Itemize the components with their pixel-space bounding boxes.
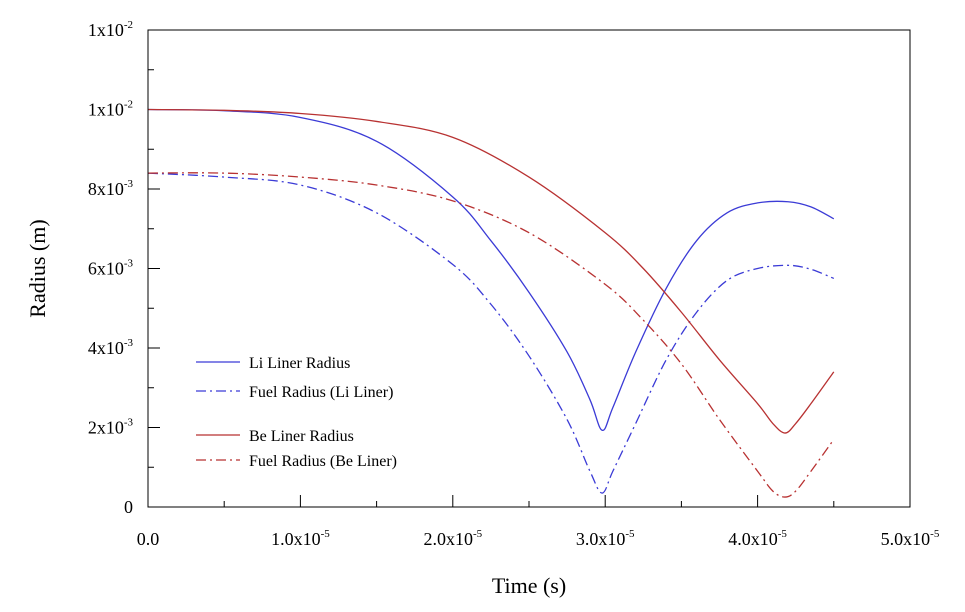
y-tick-label: 2x10-3 [88, 417, 134, 438]
series-line-3 [147, 108, 835, 434]
x-tick-label: 2.0x10-5 [423, 528, 482, 549]
y-tick-labels: 0 2x10-3 4x10-3 6x10-3 8x10-3 1x10-2 1x10-2 [88, 19, 134, 517]
x-tick-label: 5.0x10-5 [881, 528, 940, 549]
series-lines [147, 108, 835, 498]
y-tick-label: 1x10-2 [88, 99, 133, 120]
x-tick-labels: 0.0 1.0x10-5 2.0x10-5 3.0x10-5 4.0x10-5 5.0x1… [137, 528, 940, 549]
x-tick-label: 1.0x10-5 [271, 528, 330, 549]
plot-frame [147, 29, 911, 508]
legend: Li Liner Radius Fuel Radius (Li Liner) Be … [196, 355, 397, 470]
y-tick-label: 1x10-2 [88, 19, 133, 40]
y-tick-label: 4x10-3 [88, 337, 134, 358]
x-tick-label: 0.0 [137, 529, 160, 549]
y-tick-label: 0 [124, 497, 133, 517]
x-tick-label: 3.0x10-5 [576, 528, 635, 549]
series-line-1 [147, 108, 835, 431]
y-axis-title: Radius (m) [25, 219, 50, 317]
y-tick-label: 6x10-3 [88, 258, 134, 279]
legend-label: Be Liner Radius [249, 428, 354, 445]
legend-label: Li Liner Radius [249, 355, 350, 372]
y-tick-label: 8x10-3 [88, 178, 134, 199]
x-tick-label: 4.0x10-5 [728, 528, 787, 549]
x-axis-title: Time (s) [492, 573, 566, 598]
legend-label: Fuel Radius (Be Liner) [249, 453, 397, 470]
series-line-4 [147, 172, 835, 498]
legend-label: Fuel Radius (Li Liner) [249, 384, 393, 401]
series-line-2 [147, 172, 835, 494]
